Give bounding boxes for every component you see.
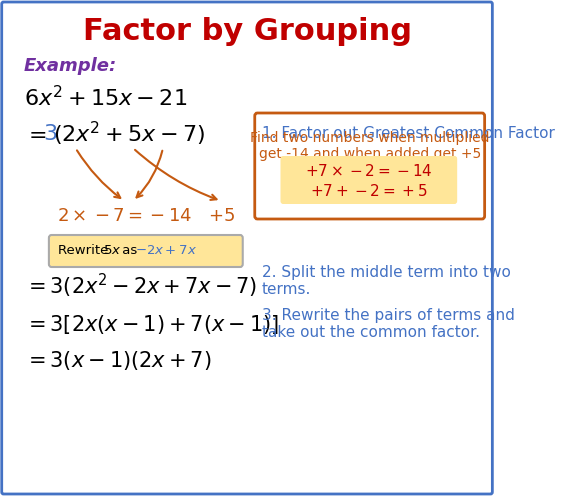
Text: get -14 and when added get +5: get -14 and when added get +5 [258,147,481,161]
Text: Find two numbers when multiplied: Find two numbers when multiplied [250,131,489,145]
Text: $+7+-2=+5$: $+7+-2=+5$ [310,183,428,199]
Text: $=3\left(2x^2-2x+7x-7\right)$: $=3\left(2x^2-2x+7x-7\right)$ [24,272,257,300]
Text: Factor by Grouping: Factor by Grouping [83,16,411,46]
Text: Rewrite: Rewrite [58,245,113,257]
Text: 1. Factor out Greatest Common Factor: 1. Factor out Greatest Common Factor [261,126,554,141]
Text: $3$: $3$ [43,124,57,144]
Text: Example:: Example: [24,57,117,75]
Text: $=$: $=$ [24,124,47,144]
Text: $5x$: $5x$ [103,245,121,257]
Text: $2\times-7=-14$: $2\times-7=-14$ [57,207,192,225]
FancyBboxPatch shape [49,235,243,267]
Text: $=3\left[2x\left(x-1\right)+7\left(x-1\right)\right]$: $=3\left[2x\left(x-1\right)+7\left(x-1\r… [24,312,279,335]
FancyBboxPatch shape [280,156,457,204]
FancyBboxPatch shape [2,2,492,494]
Text: $+5$: $+5$ [208,207,235,225]
Text: 3. Rewrite the pairs of terms and
take out the common factor.: 3. Rewrite the pairs of terms and take o… [261,308,515,340]
Text: $+7\times-2=-14$: $+7\times-2=-14$ [305,163,433,179]
Text: 2. Split the middle term into two
terms.: 2. Split the middle term into two terms. [261,265,511,297]
Text: as: as [118,245,142,257]
Text: $=3\left(x-1\right)\left(2x+7\right)$: $=3\left(x-1\right)\left(2x+7\right)$ [24,350,212,372]
Text: $6x^2+15x-21$: $6x^2+15x-21$ [24,85,187,111]
Text: $\left(2x^2+5x-7\right)$: $\left(2x^2+5x-7\right)$ [53,120,205,148]
Text: $-2x+7x$: $-2x+7x$ [134,245,197,257]
FancyBboxPatch shape [255,113,485,219]
